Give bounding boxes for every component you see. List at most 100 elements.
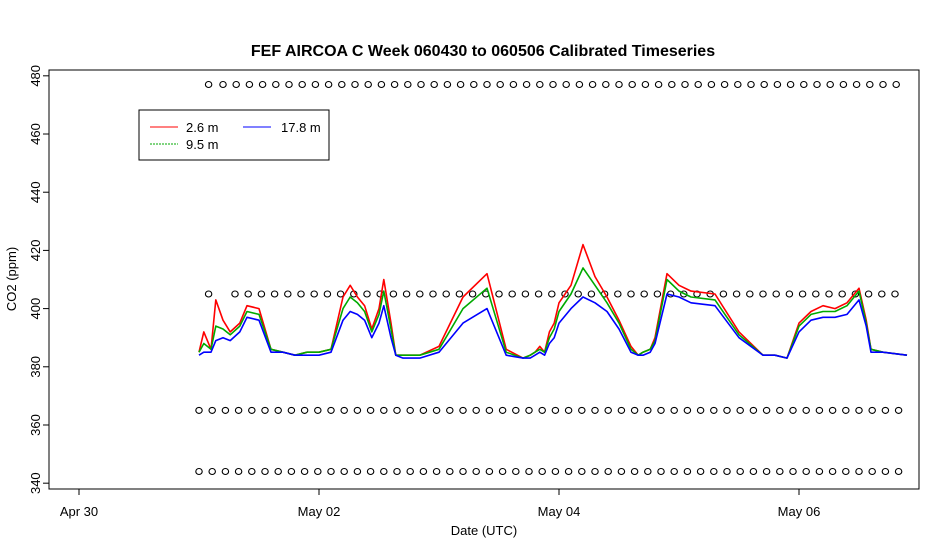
calibration-point: [298, 80, 306, 89]
calibration-point: [406, 467, 414, 476]
calibration-point: [852, 80, 861, 89]
calibration-point: [443, 80, 452, 89]
calibration-point: [561, 290, 569, 298]
y-tick-label: 340: [28, 472, 43, 494]
calibration-point: [828, 467, 837, 476]
y-tick-label: 440: [28, 181, 43, 203]
calibration-point: [653, 290, 662, 298]
calibration-point: [195, 406, 203, 414]
x-axis: Apr 30 May 02 May 04 May 06: [60, 489, 820, 519]
calibration-point: [630, 406, 639, 414]
calibration-point: [670, 467, 678, 476]
calibration-point: [749, 467, 758, 476]
calibration-point: [747, 80, 755, 89]
calibration-point: [245, 80, 254, 89]
calibration-point: [855, 406, 863, 414]
calibration-point: [522, 80, 531, 89]
calibration-point: [459, 467, 467, 476]
calibration-point: [287, 406, 296, 414]
calibration-point: [261, 467, 269, 476]
calibration-point: [219, 80, 227, 89]
calibration-point: [710, 406, 718, 414]
calibration-point: [615, 80, 623, 89]
calibration-point: [826, 80, 834, 89]
y-tick-label: 420: [28, 240, 43, 262]
calibration-point: [468, 290, 477, 298]
calibration-point: [851, 290, 860, 298]
calibration-point: [509, 80, 518, 89]
calibration-point: [670, 406, 678, 414]
calibration-point: [314, 467, 322, 476]
calibration-point: [456, 80, 465, 89]
calibration-point: [892, 80, 900, 89]
calibration-point: [549, 80, 557, 89]
calibration-point: [508, 290, 516, 298]
calibration-point: [404, 80, 412, 89]
calibration-point: [760, 80, 768, 89]
calibration-point: [723, 406, 731, 414]
calibration-point: [710, 467, 718, 476]
calibration-point: [270, 290, 279, 298]
calibration-point: [881, 467, 890, 476]
calibration-point: [878, 290, 886, 298]
chart-title: FEF AIRCOA C Week 060430 to 060506 Calib…: [251, 43, 715, 60]
calibration-point: [389, 290, 398, 298]
calibration-point: [512, 467, 520, 476]
calibration-point: [749, 406, 758, 414]
calibration-point: [498, 467, 507, 476]
calibration-point: [261, 406, 269, 414]
calibration-point: [800, 80, 808, 89]
calibration-point: [525, 467, 533, 476]
calibration-point: [429, 290, 437, 298]
calibration-point: [419, 467, 428, 476]
calibration-point: [208, 406, 216, 414]
calibration-point: [617, 467, 626, 476]
calibration-point: [578, 467, 586, 476]
calibration-point: [591, 467, 599, 476]
calibration-point: [336, 290, 345, 298]
calibration-point: [640, 290, 648, 298]
calibration-point: [564, 467, 573, 476]
calibration-point: [496, 80, 504, 89]
calibration-point: [221, 406, 230, 414]
calibration-point: [258, 80, 267, 89]
calibration-point: [208, 467, 216, 476]
y-tick-label: 360: [28, 414, 43, 436]
calibration-point: [894, 467, 903, 476]
calibration-point: [538, 467, 546, 476]
calibration-point: [459, 406, 467, 414]
calibration-point: [773, 80, 782, 89]
calibration-point: [855, 467, 863, 476]
calibration-point: [380, 467, 388, 476]
calibration-point: [195, 467, 203, 476]
y-axis: 340 360 380 400 420 440 460 480: [28, 65, 49, 494]
x-tick-label: Apr 30: [60, 504, 98, 519]
calibration-point: [802, 406, 810, 414]
x-tick-label: May 02: [298, 504, 341, 519]
calibration-point: [815, 467, 824, 476]
calibration-point: [446, 467, 454, 476]
calibration-point: [574, 290, 582, 298]
calibration-point: [204, 290, 213, 298]
legend-label-17.8m: 17.8 m: [281, 120, 321, 135]
calibration-point: [485, 467, 494, 476]
y-tick-label: 380: [28, 356, 43, 378]
calibration-point: [248, 467, 256, 476]
calibration-point: [402, 290, 411, 298]
calibration-point: [696, 406, 705, 414]
calibration-point: [772, 290, 780, 298]
calibration-point: [551, 467, 560, 476]
calibration-point: [668, 80, 676, 89]
calibration-point: [776, 467, 784, 476]
calibration-point: [732, 290, 741, 298]
calibration-point: [828, 406, 837, 414]
series-line-17.8m: [198, 293, 908, 359]
calibration-point: [416, 290, 424, 298]
calibration-point: [310, 290, 318, 298]
calibration-point: [538, 406, 546, 414]
calibration-point: [525, 406, 533, 414]
calibration-point: [472, 406, 480, 414]
calibration-point: [614, 290, 622, 298]
x-tick-label: May 04: [538, 504, 581, 519]
